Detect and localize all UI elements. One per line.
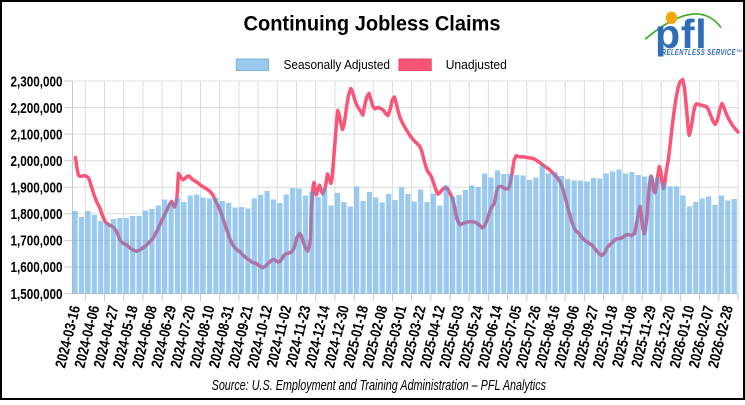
svg-text:1,600,000: 1,600,000 — [11, 259, 63, 276]
svg-text:1,500,000: 1,500,000 — [11, 285, 63, 302]
svg-text:RELENTLESS SERVICE™: RELENTLESS SERVICE™ — [662, 49, 743, 57]
svg-text:Continuing Jobless Claims: Continuing Jobless Claims — [244, 13, 501, 36]
svg-text:2,300,000: 2,300,000 — [11, 73, 63, 90]
svg-text:Unadjusted: Unadjusted — [446, 58, 507, 72]
svg-text:2,200,000: 2,200,000 — [11, 100, 63, 117]
svg-text:Source: U.S. Employment and Tr: Source: U.S. Employment and Training Adm… — [212, 376, 547, 393]
svg-text:1,700,000: 1,700,000 — [11, 232, 63, 249]
svg-text:pfl: pfl — [655, 11, 708, 57]
svg-text:2,100,000: 2,100,000 — [11, 126, 63, 143]
svg-text:1,800,000: 1,800,000 — [11, 206, 63, 223]
svg-text:2,000,000: 2,000,000 — [11, 153, 63, 170]
svg-text:Seasonally Adjusted: Seasonally Adjusted — [284, 58, 391, 72]
svg-text:1,900,000: 1,900,000 — [11, 179, 63, 196]
